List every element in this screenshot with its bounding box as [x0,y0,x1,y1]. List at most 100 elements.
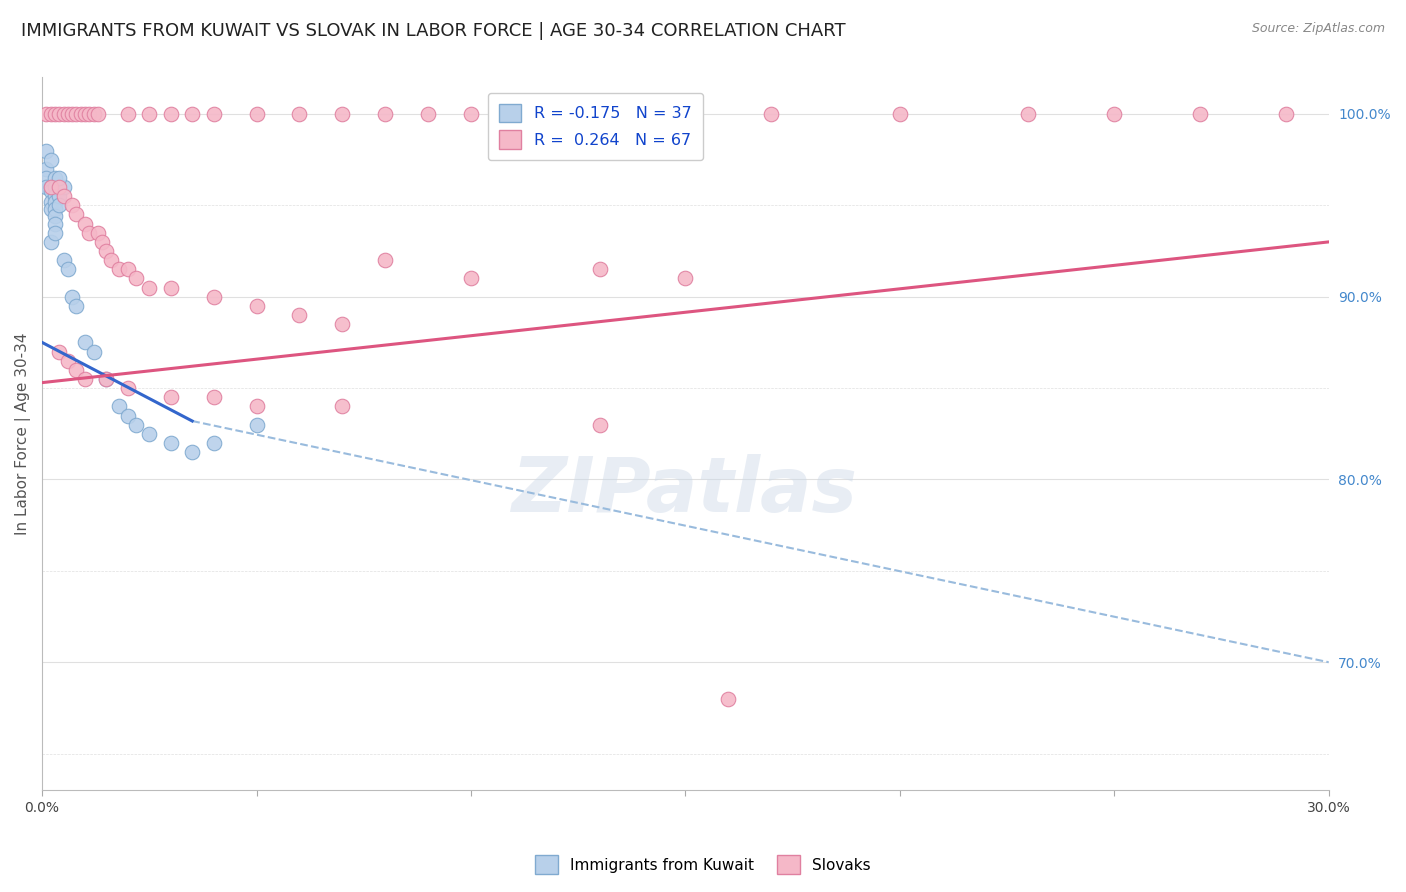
Point [117,409,139,423]
Point [35,180,58,194]
Point [39,235,62,249]
Point [108,400,131,414]
Point [245,107,267,121]
Point [52,189,75,203]
Point [39,107,62,121]
Point [159,436,181,450]
Point [44,202,66,216]
Point [48,180,70,194]
Point [48,198,70,212]
Point [44,170,66,185]
Point [125,271,148,285]
Point [330,317,353,331]
Point [759,107,782,121]
Point [79,226,101,240]
Point [181,445,204,459]
Point [96,244,118,258]
Point [288,308,311,322]
Legend: Immigrants from Kuwait, Slovaks: Immigrants from Kuwait, Slovaks [529,849,877,880]
Point [39,180,62,194]
Point [44,107,66,121]
Point [245,417,267,432]
Point [87,226,110,240]
Point [52,180,75,194]
Point [108,262,131,277]
Y-axis label: In Labor Force | Age 30-34: In Labor Force | Age 30-34 [15,333,31,535]
Point [138,107,160,121]
Point [96,372,118,386]
Point [588,417,610,432]
Point [73,335,96,350]
Point [117,381,139,395]
Point [245,400,267,414]
Point [73,107,96,121]
Point [1274,107,1296,121]
Point [65,207,87,221]
Point [202,390,225,404]
Point [39,202,62,216]
Point [44,194,66,209]
Point [65,299,87,313]
Point [374,107,396,121]
Point [416,107,439,121]
Point [138,426,160,441]
Point [48,344,70,359]
Point [73,217,96,231]
Point [83,107,105,121]
Point [100,253,122,268]
Point [52,107,75,121]
Point [889,107,911,121]
Point [65,107,87,121]
Point [245,299,267,313]
Point [44,189,66,203]
Point [44,180,66,194]
Point [56,107,79,121]
Point [48,107,70,121]
Point [39,184,62,198]
Point [60,290,83,304]
Point [52,253,75,268]
Point [631,107,654,121]
Point [1188,107,1211,121]
Text: ZIPatlas: ZIPatlas [512,454,859,528]
Point [35,170,58,185]
Point [83,344,105,359]
Point [73,372,96,386]
Point [125,417,148,432]
Point [56,262,79,277]
Point [1102,107,1125,121]
Point [159,107,181,121]
Point [117,107,139,121]
Point [87,107,110,121]
Point [202,436,225,450]
Point [79,107,101,121]
Point [460,271,482,285]
Text: IMMIGRANTS FROM KUWAIT VS SLOVAK IN LABOR FORCE | AGE 30-34 CORRELATION CHART: IMMIGRANTS FROM KUWAIT VS SLOVAK IN LABO… [21,22,846,40]
Point [39,194,62,209]
Text: Source: ZipAtlas.com: Source: ZipAtlas.com [1251,22,1385,36]
Point [39,153,62,167]
Point [202,107,225,121]
Point [330,400,353,414]
Point [60,107,83,121]
Point [460,107,482,121]
Point [65,363,87,377]
Point [39,180,62,194]
Point [44,226,66,240]
Point [96,372,118,386]
Point [56,353,79,368]
Point [181,107,204,121]
Point [60,198,83,212]
Point [91,235,114,249]
Point [35,144,58,158]
Point [588,262,610,277]
Point [159,280,181,294]
Point [117,262,139,277]
Point [35,161,58,176]
Point [35,107,58,121]
Point [673,271,696,285]
Point [717,691,740,706]
Legend: R = -0.175   N = 37, R =  0.264   N = 67: R = -0.175 N = 37, R = 0.264 N = 67 [488,93,703,160]
Point [330,107,353,121]
Point [44,217,66,231]
